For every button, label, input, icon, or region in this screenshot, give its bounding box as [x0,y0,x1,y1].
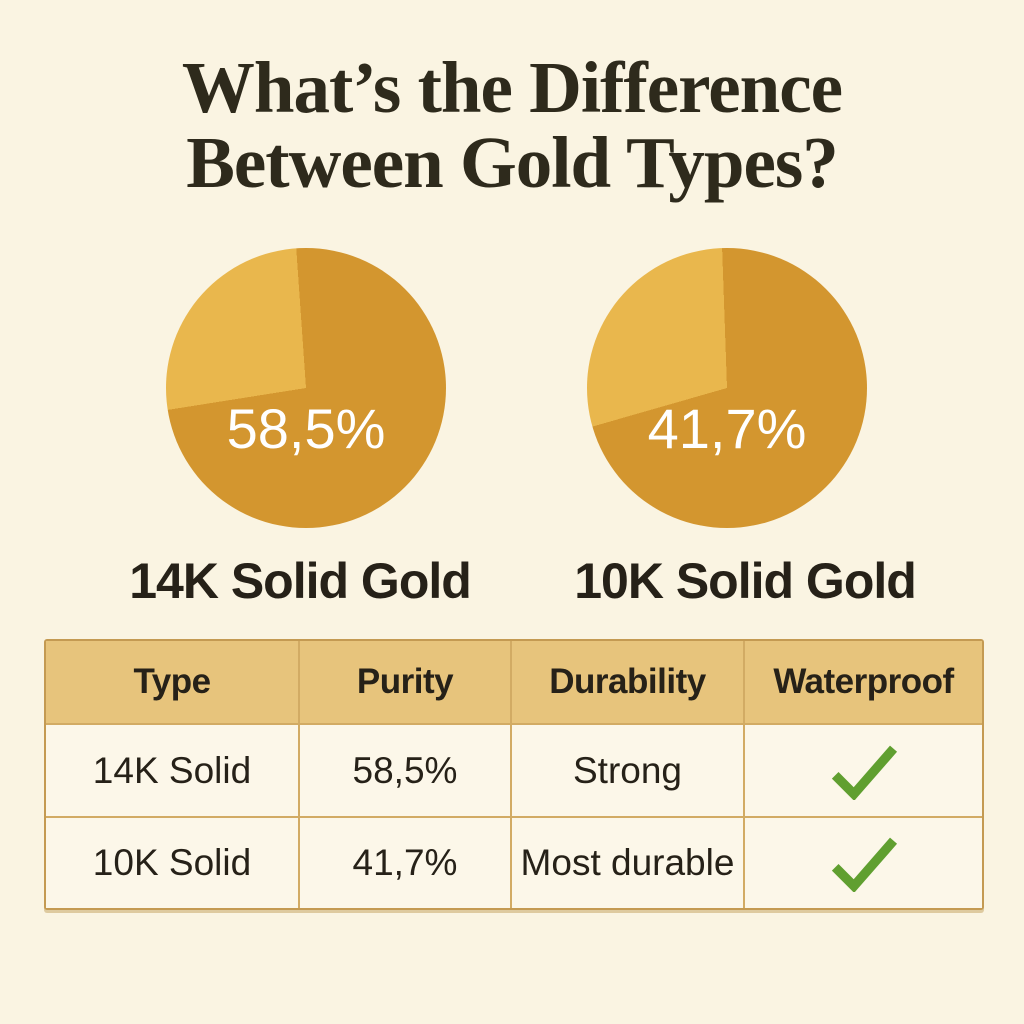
pie-value-label-14k: 58,5% [226,397,386,461]
title-line-2: Between Gold Types? [186,122,839,204]
checkmark-icon [831,837,897,892]
pie-value-label-10k: 41,7% [647,397,807,461]
cell-purity-10k: 41,7% [300,818,512,908]
table-header-waterproof: Waterproof [745,641,982,725]
cell-purity-14k: 58,5% [300,725,512,818]
table-header-purity: Purity [300,641,512,725]
cell-type-10k: 10K Solid [46,818,300,908]
pie-chart-14k-gold: 58,5% [166,248,446,528]
pie-chart-10k-gold: 41,7% [587,248,867,528]
cell-waterproof-10k [745,818,982,908]
pie-caption-14k: 14K Solid Gold [129,553,472,609]
comparison-table: Type Purity Durability Waterproof 14K So… [44,639,984,910]
table-header-durability: Durability [512,641,745,725]
checkmark-icon [831,745,897,800]
title-line-1: What’s the Difference [181,47,843,128]
cell-type-14k: 14K Solid [46,725,300,818]
table-header-type: Type [46,641,300,725]
page-title: What’s the Difference Between Gold Types… [0,47,1024,204]
cell-durability-14k: Strong [512,725,745,818]
cell-durability-10k: Most durable [512,818,745,908]
pie-caption-10k: 10K Solid Gold [574,553,917,609]
cell-waterproof-14k [745,725,982,818]
